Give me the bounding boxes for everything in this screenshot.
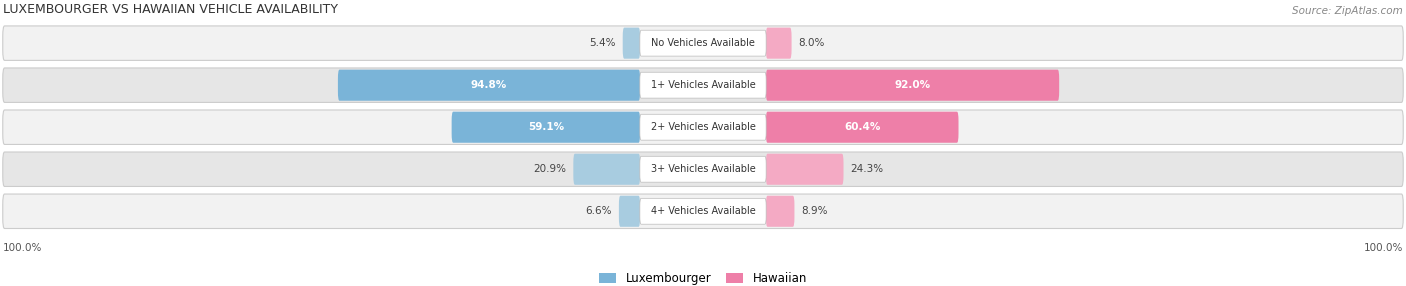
FancyBboxPatch shape [766,28,792,59]
Text: Source: ZipAtlas.com: Source: ZipAtlas.com [1292,6,1403,16]
FancyBboxPatch shape [640,114,766,140]
Text: 20.9%: 20.9% [533,164,567,174]
FancyBboxPatch shape [766,154,844,185]
Text: 5.4%: 5.4% [589,38,616,48]
FancyBboxPatch shape [766,196,794,227]
FancyBboxPatch shape [3,110,1403,144]
Text: LUXEMBOURGER VS HAWAIIAN VEHICLE AVAILABILITY: LUXEMBOURGER VS HAWAIIAN VEHICLE AVAILAB… [3,3,337,16]
FancyBboxPatch shape [640,198,766,224]
FancyBboxPatch shape [640,30,766,56]
FancyBboxPatch shape [640,156,766,182]
Text: 60.4%: 60.4% [844,122,880,132]
FancyBboxPatch shape [451,112,640,143]
FancyBboxPatch shape [3,68,1403,102]
FancyBboxPatch shape [3,194,1403,229]
Text: No Vehicles Available: No Vehicles Available [651,38,755,48]
Text: 59.1%: 59.1% [527,122,564,132]
FancyBboxPatch shape [3,152,1403,186]
FancyBboxPatch shape [619,196,640,227]
FancyBboxPatch shape [3,26,1403,60]
FancyBboxPatch shape [766,69,1059,101]
Text: 100.0%: 100.0% [1364,243,1403,253]
FancyBboxPatch shape [766,112,959,143]
FancyBboxPatch shape [623,28,640,59]
Text: 100.0%: 100.0% [3,243,42,253]
FancyBboxPatch shape [574,154,640,185]
Text: 2+ Vehicles Available: 2+ Vehicles Available [651,122,755,132]
Text: 24.3%: 24.3% [851,164,883,174]
Text: 4+ Vehicles Available: 4+ Vehicles Available [651,206,755,216]
Text: 8.9%: 8.9% [801,206,828,216]
Legend: Luxembourger, Hawaiian: Luxembourger, Hawaiian [599,272,807,285]
FancyBboxPatch shape [640,72,766,98]
Text: 94.8%: 94.8% [471,80,508,90]
Text: 92.0%: 92.0% [894,80,931,90]
Text: 8.0%: 8.0% [799,38,825,48]
Text: 6.6%: 6.6% [585,206,612,216]
Text: 1+ Vehicles Available: 1+ Vehicles Available [651,80,755,90]
Text: 3+ Vehicles Available: 3+ Vehicles Available [651,164,755,174]
FancyBboxPatch shape [337,69,640,101]
